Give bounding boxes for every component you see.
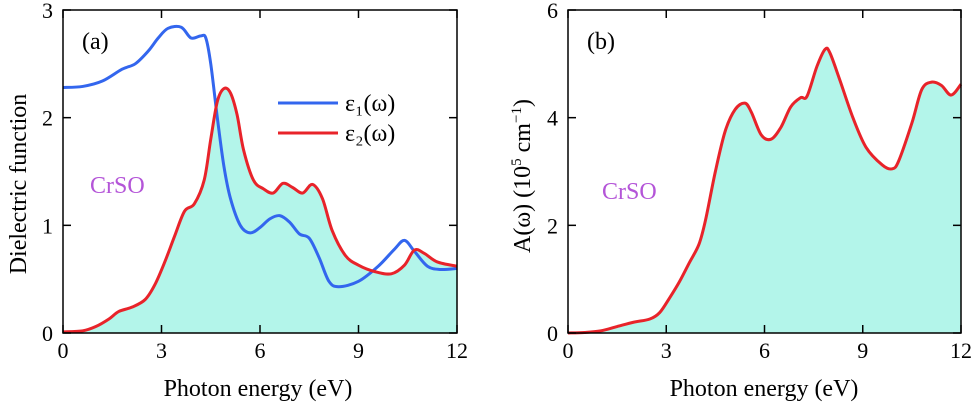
legend-label-epsilon1: ε₁(ω): [345, 91, 395, 117]
panel-label-a: (a): [82, 29, 109, 55]
y-tick-label-a: 0: [42, 321, 53, 346]
y-tick-label-b: 2: [547, 213, 558, 238]
x-tick-label-b: 12: [950, 338, 972, 363]
epsilon1-line: [62, 24, 458, 289]
x-tick-label-b: 0: [563, 338, 574, 363]
epsilon2-line: [62, 86, 458, 334]
y-axis-title-b-unit: cm: [510, 123, 536, 159]
y-tick-label-a: 3: [42, 0, 53, 23]
absorption-area-fill: [568, 48, 961, 334]
x-axis-title-b: Photon energy (eV): [670, 376, 859, 402]
x-tick-label-a: 3: [156, 338, 167, 363]
x-tick-label-b: 6: [759, 338, 770, 363]
x-tick-label-a: 12: [446, 338, 468, 363]
y-tick-label-b: 0: [547, 321, 558, 346]
x-tick-label-b: 3: [661, 338, 672, 363]
absorption-line: [567, 46, 963, 335]
y-axis-title-b-main: A(ω) (10: [510, 166, 536, 253]
y-axis-title-b-end: ): [510, 99, 536, 107]
y-axis-title-b-exp1: 5: [509, 158, 525, 166]
legend: ε₁(ω) ε₂(ω): [278, 91, 395, 147]
material-label-a: CrSO: [90, 173, 145, 199]
x-axis-title-a: Photon energy (eV): [164, 376, 353, 402]
y-axis-title-b: A(ω) (105 cm−1): [509, 99, 536, 253]
y-axis-title-b-exp2: −1: [509, 107, 525, 123]
y-tick-label-b: 6: [547, 0, 558, 23]
y-tick-label-a: 1: [42, 213, 53, 238]
material-label-b: CrSO: [602, 179, 657, 205]
panel-b: 0 3 6 9 12 0 2 4 6 (b) CrSO Photon energy (eV) A…: [509, 0, 972, 402]
x-tick-label-a: 0: [58, 338, 69, 363]
x-tick-label-a: 6: [255, 338, 266, 363]
x-tick-label-b: 9: [857, 338, 868, 363]
panel-label-b: (b): [587, 29, 615, 55]
y-tick-label-b: 4: [547, 106, 558, 131]
epsilon2-area-fill: [63, 88, 457, 333]
legend-label-epsilon2: ε₂(ω): [345, 121, 395, 147]
y-tick-label-a: 2: [42, 106, 53, 131]
y-axis-title-a: Dielectric function: [6, 94, 32, 275]
x-tick-label-a: 9: [353, 338, 364, 363]
ticks-b: 0 3 6 9 12 0 2 4 6: [547, 0, 972, 363]
